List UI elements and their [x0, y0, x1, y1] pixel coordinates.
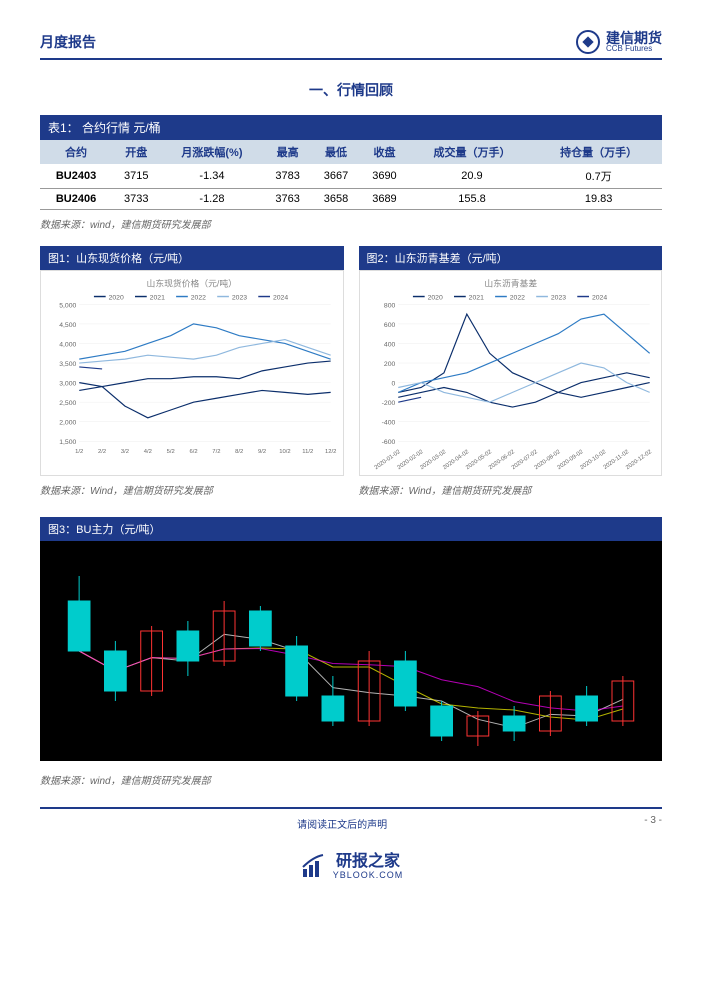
svg-text:2021: 2021 — [468, 294, 483, 301]
svg-text:山东现货价格（元/吨）: 山东现货价格（元/吨） — [147, 278, 237, 289]
table-cell: 3689 — [360, 189, 408, 210]
table-header-cell: 收盘 — [360, 140, 408, 164]
svg-text:2022: 2022 — [509, 294, 524, 301]
table-cell: -1.34 — [160, 164, 263, 189]
svg-text:10/2: 10/2 — [279, 449, 290, 455]
svg-text:4,500: 4,500 — [59, 322, 76, 329]
yblook-icon — [299, 853, 327, 881]
table1-source: 数据来源：wind，建信期货研究发展部 — [40, 216, 662, 231]
table-header-cell: 最低 — [312, 140, 360, 164]
table-cell: -1.28 — [160, 189, 263, 210]
svg-text:2020: 2020 — [109, 294, 124, 301]
svg-text:7/2: 7/2 — [212, 449, 220, 455]
table-cell: 0.7万 — [535, 164, 662, 189]
svg-text:2,500: 2,500 — [59, 400, 76, 407]
svg-text:2022: 2022 — [191, 294, 206, 301]
table-cell: 155.8 — [409, 189, 536, 210]
ccb-logo-icon — [576, 30, 600, 54]
svg-text:6/2: 6/2 — [189, 449, 197, 455]
table-header-cell: 持仓量（万手） — [535, 140, 662, 164]
yblook-watermark: 研报之家 YBLOOK.COM — [40, 853, 662, 886]
table-header-cell: 成交量（万手） — [409, 140, 536, 164]
yblook-en: YBLOOK.COM — [333, 871, 404, 881]
chart1-title: 图1：山东现货价格（元/吨） — [40, 246, 344, 270]
table1-title: 表1： 合约行情 元/桶 — [40, 115, 662, 140]
table-cell: 20.9 — [409, 164, 536, 189]
chart3-title: 图3：BU主力（元/吨） — [40, 517, 662, 541]
svg-text:3,000: 3,000 — [59, 381, 76, 388]
chart2-source: 数据来源：Wind，建信期货研究发展部 — [359, 482, 663, 497]
table-cell: 3763 — [263, 189, 311, 210]
chart2-area: 山东沥青基差 2020 2021 2022 2023 2024 -600 -400 -200 0 2… — [359, 270, 663, 476]
yblook-cn: 研报之家 — [333, 853, 404, 871]
table-cell: 3783 — [263, 164, 311, 189]
svg-text:2020: 2020 — [427, 294, 442, 301]
svg-text:800: 800 — [383, 302, 395, 309]
chart2-svg: 山东沥青基差 2020 2021 2022 2023 2024 -600 -400 -200 0 2… — [364, 275, 658, 471]
chart3-source: 数据来源：wind，建信期货研究发展部 — [40, 772, 662, 787]
page-number: - 3 - — [644, 815, 662, 826]
svg-text:-400: -400 — [381, 420, 395, 427]
svg-text:2024: 2024 — [591, 294, 606, 301]
chart1-source: 数据来源：Wind，建信期货研究发展部 — [40, 482, 344, 497]
svg-text:600: 600 — [383, 322, 395, 329]
table-cell: 3658 — [312, 189, 360, 210]
svg-text:2024: 2024 — [273, 294, 288, 301]
svg-text:200: 200 — [383, 361, 395, 368]
logo-cn: 建信期货 — [606, 31, 662, 45]
svg-text:11/2: 11/2 — [302, 449, 313, 455]
table-cell: 19.83 — [535, 189, 662, 210]
chart2-title: 图2：山东沥青基差（元/吨） — [359, 246, 663, 270]
svg-text:-600: -600 — [381, 439, 395, 446]
page-footer: - 3 - 请阅读正文后的声明 — [40, 807, 662, 833]
svg-text:2,000: 2,000 — [59, 420, 76, 427]
svg-text:400: 400 — [383, 341, 395, 348]
svg-text:1/2: 1/2 — [75, 449, 83, 455]
svg-text:3,500: 3,500 — [59, 361, 76, 368]
table-cell: 3715 — [112, 164, 160, 189]
contract-table: 合约开盘月涨跌幅(%)最高最低收盘成交量（万手）持仓量（万手） BU240337… — [40, 140, 662, 210]
svg-text:5,000: 5,000 — [59, 302, 76, 309]
table-cell: 3690 — [360, 164, 408, 189]
svg-text:山东沥青基差: 山东沥青基差 — [484, 278, 537, 289]
table-header-cell: 开盘 — [112, 140, 160, 164]
chart1-svg: 山东现货价格（元/吨） 2020 2021 2022 2023 2024 1,500 2,00… — [45, 275, 339, 471]
chart1-area: 山东现货价格（元/吨） 2020 2021 2022 2023 2024 1,500 2,00… — [40, 270, 344, 476]
section-title: 一、行情回顾 — [40, 80, 662, 100]
svg-text:12/2: 12/2 — [325, 449, 336, 455]
svg-text:-200: -200 — [381, 400, 395, 407]
svg-text:5/2: 5/2 — [167, 449, 175, 455]
svg-text:2/2: 2/2 — [98, 449, 106, 455]
logo-en: CCB Futures — [606, 45, 662, 53]
table-cell: BU2403 — [40, 164, 112, 189]
table-header-cell: 月涨跌幅(%) — [160, 140, 263, 164]
svg-text:3/2: 3/2 — [121, 449, 129, 455]
table-cell: 3733 — [112, 189, 160, 210]
svg-text:0: 0 — [391, 381, 395, 388]
svg-text:2023: 2023 — [232, 294, 247, 301]
page-header: 月度报告 建信期货 CCB Futures — [40, 30, 662, 60]
svg-text:4/2: 4/2 — [144, 449, 152, 455]
table-row: BU24063733-1.28376336583689155.819.83 — [40, 189, 662, 210]
svg-text:1,500: 1,500 — [59, 439, 76, 446]
svg-text:2021: 2021 — [150, 294, 165, 301]
svg-text:2020-12-02: 2020-12-02 — [625, 449, 653, 471]
table-header-cell: 合约 — [40, 140, 112, 164]
chart3-svg — [40, 541, 662, 761]
svg-text:4,000: 4,000 — [59, 341, 76, 348]
svg-text:9/2: 9/2 — [258, 449, 266, 455]
company-logo: 建信期货 CCB Futures — [576, 30, 662, 54]
table-cell: BU2406 — [40, 189, 112, 210]
header-title: 月度报告 — [40, 32, 96, 52]
table-cell: 3667 — [312, 164, 360, 189]
table-row: BU24033715-1.3437833667369020.90.7万 — [40, 164, 662, 189]
footer-text: 请阅读正文后的声明 — [297, 820, 387, 831]
svg-text:2023: 2023 — [550, 294, 565, 301]
svg-text:8/2: 8/2 — [235, 449, 243, 455]
table-header-cell: 最高 — [263, 140, 311, 164]
